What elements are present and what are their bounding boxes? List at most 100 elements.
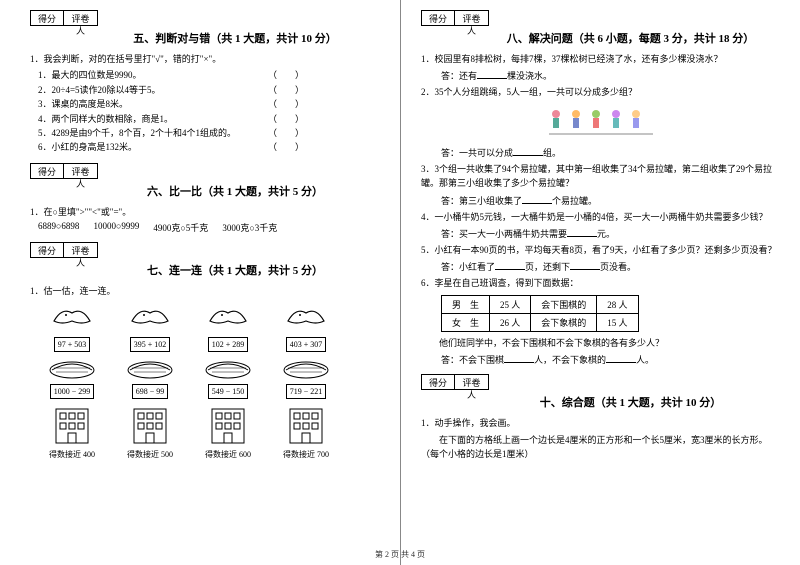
bird-item: 97 + 503 (36, 303, 108, 352)
building-label: 得数接近 400 (36, 449, 108, 460)
building-label: 得数接近 600 (192, 449, 264, 460)
building-item: 得数接近 400 (36, 403, 108, 460)
score-label: 得分 (30, 10, 64, 26)
nest-item: 719 − 221 (270, 356, 342, 399)
bird-item: 102 + 289 (192, 303, 264, 352)
a8-2: 答：一共可以分成 组。 (441, 146, 780, 159)
a-text: 页没看。 (600, 262, 636, 272)
blank (504, 353, 534, 363)
blank (495, 260, 525, 270)
building-label: 得数接近 700 (270, 449, 342, 460)
a-text: 答：一共可以分成 (441, 148, 513, 158)
expression-box: 1000 − 299 (50, 384, 95, 399)
score-label: 得分 (30, 242, 64, 258)
a-text: 元。 (597, 229, 615, 239)
score-box: 得分 评卷人 (30, 10, 380, 26)
cell: 28 人 (597, 295, 638, 313)
judgement-item: 2．20÷4=5读作20除以4等于5。（ ） (38, 83, 380, 97)
children-illustration (421, 104, 780, 142)
judgement-item: 6．小红的身高是132米。（ ） (38, 140, 380, 154)
a-text: 棵没浇水。 (507, 71, 552, 81)
q8-3: 3．3个组一共收集了94个易拉罐，其中第一组收集了34个易拉罐，第二组收集了29… (421, 162, 780, 191)
expression-box: 395 + 102 (130, 337, 171, 352)
score-box: 得分 评卷人 (30, 163, 380, 179)
score-label: 得分 (30, 163, 64, 179)
q8-4: 4．一小桶牛奶5元钱，一大桶牛奶是一小桶的4倍，买一大一小两桶牛奶共需要多少钱？ (421, 210, 780, 224)
section-8-title: 八、解决问题（共 6 小题，每题 3 分，共计 18 分） (481, 30, 780, 46)
page-footer: 第 2 页 共 4 页 (0, 549, 800, 560)
bird-item: 403 + 307 (270, 303, 342, 352)
survey-table: 男 生 25 人 会下围棋的 28 人 女 生 26 人 会下象棋的 15 人 (441, 295, 639, 332)
a-text: 答：还有 (441, 71, 477, 81)
compare-item: 4900克○5千克 (153, 221, 208, 234)
q8-2: 2．35个人分组跳绳，5人一组，一共可以分成多少组？ (421, 85, 780, 99)
cell: 会下围棋的 (531, 295, 597, 313)
sec6-row: 6889○689810000○99994900克○5千克3000克○3千克 (38, 221, 380, 234)
cell: 26 人 (490, 313, 531, 331)
building-item: 得数接近 600 (192, 403, 264, 460)
cell: 女 生 (442, 313, 490, 331)
score-label: 得分 (421, 10, 455, 26)
buildings-row: 得数接近 400 得数接近 500 得数接近 600 得数接近 700 (36, 403, 380, 460)
birds-row: 97 + 503 395 + 102 102 + 289 403 + 307 (36, 303, 380, 352)
reviewer-label: 评卷人 (64, 10, 98, 26)
reviewer-label: 评卷人 (64, 242, 98, 258)
building-item: 得数接近 700 (270, 403, 342, 460)
blank (606, 353, 636, 363)
sec6-lead: 1．在○里填">""<"或"="。 (30, 205, 380, 219)
expression-box: 102 + 289 (208, 337, 249, 352)
section-6-title: 六、比一比（共 1 大题，共计 5 分） (90, 183, 380, 199)
section-7-title: 七、连一连（共 1 大题，共计 5 分） (90, 262, 380, 278)
cell: 15 人 (597, 313, 638, 331)
expression-box: 719 − 221 (286, 384, 327, 399)
table-row: 女 生 26 人 会下象棋的 15 人 (442, 313, 639, 331)
blank (477, 69, 507, 79)
score-label: 得分 (421, 374, 455, 390)
score-box: 得分 评卷人 (30, 242, 380, 258)
cell: 会下象棋的 (531, 313, 597, 331)
nest-item: 1000 − 299 (36, 356, 108, 399)
blank (567, 227, 597, 237)
a-text: 答：第三小组收集了 (441, 196, 522, 206)
a8-5: 答：小红看了 页，还剩下 页没看。 (441, 260, 780, 273)
sec5-lead: 1．我会判断，对的在括号里打"√"，错的打"×"。 (30, 52, 380, 66)
blank (522, 194, 552, 204)
expression-box: 698 − 99 (132, 384, 169, 399)
judgement-item: 1．最大的四位数是9990。（ ） (38, 68, 380, 82)
a8-4: 答：买一大一小两桶牛奶共需要 元。 (441, 227, 780, 240)
a-text: 页，还剩下 (525, 262, 570, 272)
q10-1: 1．动手操作，我会画。 (421, 416, 780, 430)
a-text: 组。 (543, 148, 561, 158)
judgement-item: 5．4289是由9个千，8个百，2个十和4个1组成的。（ ） (38, 126, 380, 140)
judgement-item: 3．课桌的高度是8米。（ ） (38, 97, 380, 111)
q8-5: 5．小红有一本90页的书，平均每天看8页，看了9天，小红看了多少页？还剩多少页没… (421, 243, 780, 257)
nest-item: 698 − 99 (114, 356, 186, 399)
a-text: 答：小红看了 (441, 262, 495, 272)
q8-6b: 他们班同学中，不会下围棋和不会下象棋的各有多少人？ (421, 336, 780, 350)
a8-6: 答：不会下围棋人，不会下象棋的人。 (441, 353, 780, 366)
cell: 25 人 (490, 295, 531, 313)
expression-box: 403 + 307 (286, 337, 327, 352)
bird-item: 395 + 102 (114, 303, 186, 352)
reviewer-label: 评卷人 (455, 10, 489, 26)
score-box: 得分 评卷人 (421, 10, 780, 26)
expression-box: 97 + 503 (54, 337, 91, 352)
judgement-item: 4．两个同样大的数相除，商是1。（ ） (38, 112, 380, 126)
cell: 男 生 (442, 295, 490, 313)
a8-3: 答：第三小组收集了 个易拉罐。 (441, 194, 780, 207)
a-text: 答：不会下围棋 (441, 355, 504, 365)
nest-item: 549 − 150 (192, 356, 264, 399)
compare-item: 10000○9999 (93, 221, 139, 234)
building-item: 得数接近 500 (114, 403, 186, 460)
compare-item: 6889○6898 (38, 221, 79, 234)
q10-1b: 在下面的方格纸上画一个边长是4厘米的正方形和一个长5厘米，宽3厘米的长方形。（每… (421, 433, 780, 462)
a-text: 个易拉罐。 (552, 196, 597, 206)
building-label: 得数接近 500 (114, 449, 186, 460)
expression-box: 549 − 150 (208, 384, 249, 399)
blank (513, 146, 543, 156)
reviewer-label: 评卷人 (455, 374, 489, 390)
a-text: 答：买一大一小两桶牛奶共需要 (441, 229, 567, 239)
a-text: 人。 (636, 355, 654, 365)
sec7-lead: 1．估一估，连一连。 (30, 284, 380, 298)
q8-1: 1．校园里有8排松树，每排7棵，37棵松树已经浇了水，还有多少棵没浇水？ (421, 52, 780, 66)
